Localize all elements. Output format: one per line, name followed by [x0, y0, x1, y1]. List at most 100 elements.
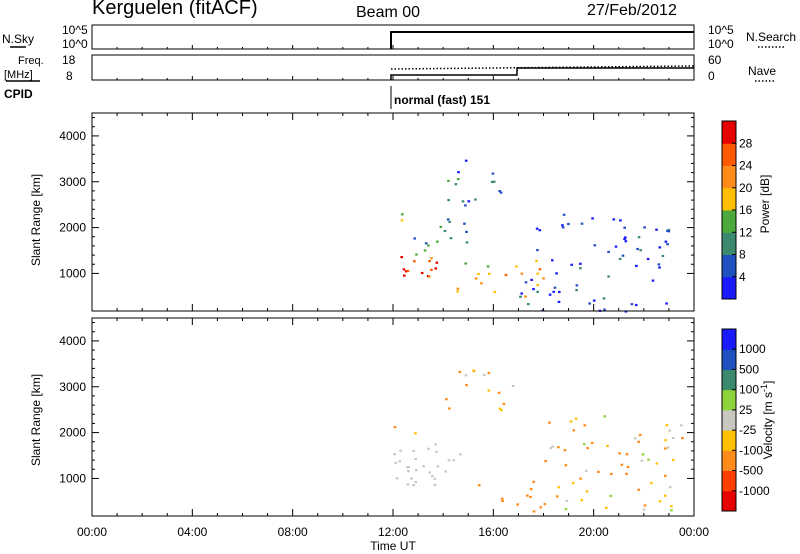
- data-cell: [606, 444, 609, 447]
- colorbar-swatch: [722, 430, 736, 451]
- data-cell: [413, 260, 416, 263]
- data-cell: [465, 230, 468, 233]
- data-cell: [472, 369, 475, 372]
- data-cell: [630, 303, 634, 306]
- data-cell: [490, 180, 494, 184]
- data-cell: [666, 229, 669, 232]
- data-cell: [536, 249, 539, 252]
- data-cell: [664, 439, 667, 442]
- data-cell: [634, 303, 638, 307]
- data-cell: [530, 278, 533, 281]
- data-cell: [564, 508, 568, 511]
- data-cell: [412, 449, 415, 453]
- data-cell: [433, 483, 437, 486]
- data-cell: [557, 446, 560, 449]
- cpid-label: CPID: [4, 87, 33, 101]
- data-cell: [605, 506, 608, 509]
- nsearch-tick-top: 10^5: [708, 23, 734, 37]
- data-cell: [524, 281, 528, 284]
- data-cell: [428, 275, 431, 278]
- nsky-tick-top: 10^5: [62, 23, 88, 37]
- nave-trace: [390, 65, 695, 70]
- data-cell: [493, 290, 497, 293]
- data-cell: [436, 240, 439, 243]
- data-cell: [477, 484, 481, 487]
- power-colorbar: 28 24 20 16 12 8 4: [721, 120, 753, 300]
- x-tick-label: 00:00: [77, 525, 107, 539]
- y-tick-label: 1000: [59, 471, 86, 485]
- data-cell: [569, 420, 573, 423]
- data-cell: [456, 287, 460, 290]
- colorbar-frame: [721, 328, 737, 512]
- data-cell: [456, 178, 460, 181]
- nave-label: Nave: [748, 64, 776, 78]
- data-cell: [414, 469, 418, 472]
- colorbar-swatch: [722, 232, 736, 255]
- data-cell: [526, 494, 529, 497]
- data-cell: [664, 474, 667, 477]
- data-cell: [664, 240, 668, 243]
- data-cell: [414, 432, 417, 435]
- data-cell: [398, 460, 402, 463]
- y-tick-label: 2000: [59, 426, 86, 440]
- data-cell: [448, 407, 451, 410]
- data-cell: [401, 213, 404, 216]
- x-tick-label: 12:00: [378, 525, 408, 539]
- data-cell: [672, 436, 675, 439]
- data-cell: [607, 275, 610, 278]
- data-cell: [668, 486, 672, 489]
- beam-title: Beam 00: [356, 4, 420, 21]
- data-cell: [422, 465, 425, 468]
- data-cell: [651, 279, 655, 282]
- data-cell: [458, 370, 462, 373]
- data-cell: [501, 499, 504, 503]
- data-cell: [563, 449, 567, 452]
- data-cell: [618, 452, 621, 455]
- data-cell: [532, 510, 536, 513]
- colorbar-swatch: [722, 210, 736, 233]
- colorbar-swatch: [722, 450, 736, 472]
- data-cell: [420, 271, 424, 275]
- data-cell: [624, 236, 627, 239]
- data-cell: [519, 295, 522, 298]
- data-cell: [483, 373, 486, 376]
- data-cell: [430, 257, 433, 260]
- data-cell: [663, 447, 667, 450]
- data-cell: [520, 272, 524, 275]
- data-cell: [532, 480, 535, 483]
- colorbar-tick-label: 100: [739, 383, 759, 397]
- colorbar-tick-label: 4: [739, 270, 746, 284]
- data-cell: [574, 417, 578, 420]
- data-cell: [670, 505, 673, 508]
- data-cell: [655, 228, 658, 231]
- data-cell: [607, 250, 610, 253]
- power-axes: 1000 2000 3000 4000: [59, 113, 695, 311]
- data-cell: [497, 391, 501, 394]
- data-cell: [593, 244, 597, 247]
- data-cell: [474, 198, 477, 201]
- data-cell: [579, 267, 582, 270]
- data-cell: [621, 254, 625, 257]
- data-cell: [551, 445, 554, 448]
- data-cell: [487, 389, 491, 392]
- data-cell: [491, 172, 495, 175]
- data-cell: [487, 371, 491, 375]
- data-cell: [575, 284, 579, 287]
- colorbar-swatch: [722, 276, 736, 300]
- data-cell: [585, 490, 589, 493]
- colorbar-swatch: [722, 389, 736, 411]
- data-cell: [527, 303, 530, 306]
- data-cell: [580, 222, 584, 225]
- data-cell: [643, 504, 647, 507]
- data-cell: [529, 495, 532, 498]
- data-cell: [535, 259, 538, 263]
- data-cell: [661, 254, 665, 258]
- data-cell: [658, 266, 661, 269]
- data-cell: [532, 288, 535, 291]
- data-cell: [413, 237, 416, 240]
- data-cell: [548, 293, 552, 296]
- data-cell: [623, 237, 626, 240]
- data-cell: [584, 469, 588, 472]
- date-title: 27/Feb/2012: [587, 2, 677, 19]
- data-cell: [443, 229, 447, 233]
